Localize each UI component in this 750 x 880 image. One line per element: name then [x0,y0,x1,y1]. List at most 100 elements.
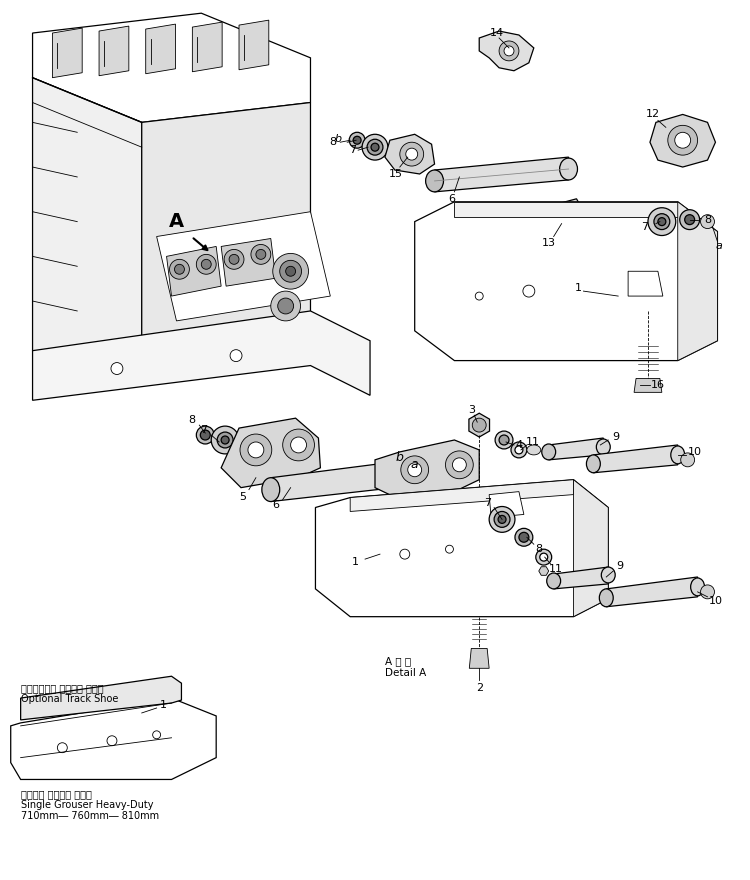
Text: 11: 11 [549,564,562,574]
Circle shape [654,214,670,230]
Text: オプショナル トラック シュー: オプショナル トラック シュー [21,683,104,693]
Polygon shape [32,77,142,391]
Text: 7: 7 [484,497,490,508]
Circle shape [200,430,210,440]
Polygon shape [489,492,524,517]
Ellipse shape [586,455,600,473]
Polygon shape [470,649,489,668]
Polygon shape [544,199,589,246]
Text: 10: 10 [688,447,701,457]
Polygon shape [53,28,82,77]
Circle shape [648,208,676,236]
Circle shape [283,429,314,461]
Circle shape [251,245,271,264]
Circle shape [400,143,424,166]
Circle shape [668,125,698,155]
Polygon shape [634,378,662,392]
Text: b: b [334,135,342,144]
Polygon shape [593,445,678,473]
Circle shape [286,267,296,276]
Circle shape [680,209,700,230]
Text: 7: 7 [349,145,355,155]
Circle shape [499,41,519,61]
Circle shape [675,132,691,148]
Circle shape [495,431,513,449]
Text: a: a [716,241,723,252]
Polygon shape [221,418,320,488]
Polygon shape [628,271,663,296]
Polygon shape [271,462,394,502]
Circle shape [371,143,379,151]
Ellipse shape [602,567,615,583]
Circle shape [196,254,216,275]
Circle shape [362,135,388,160]
Text: 1: 1 [575,283,582,293]
Circle shape [201,260,211,269]
Text: 10: 10 [709,596,722,605]
Text: 12: 12 [646,109,660,120]
Polygon shape [538,567,549,576]
Text: 1: 1 [160,700,167,710]
Text: b: b [396,451,404,465]
Circle shape [658,217,666,225]
Circle shape [540,554,548,561]
Circle shape [278,298,293,314]
Polygon shape [192,22,222,72]
Polygon shape [479,31,534,70]
Circle shape [681,453,694,466]
Circle shape [515,528,532,546]
Circle shape [504,46,514,55]
Circle shape [498,516,506,524]
Circle shape [408,463,422,477]
Ellipse shape [596,439,610,455]
Polygon shape [554,567,608,589]
Text: 13: 13 [542,238,556,248]
Ellipse shape [262,478,280,502]
Circle shape [452,458,466,472]
Text: 16: 16 [651,380,665,391]
Text: a: a [411,458,419,472]
Circle shape [280,260,302,282]
Circle shape [229,254,239,264]
Polygon shape [350,480,574,511]
Polygon shape [146,24,176,74]
Polygon shape [415,202,718,361]
Circle shape [196,426,214,444]
Ellipse shape [560,158,578,180]
Text: 7: 7 [200,425,207,435]
Polygon shape [10,698,216,780]
Text: 710mm― 760mm― 810mm: 710mm― 760mm― 810mm [21,811,159,821]
Polygon shape [221,238,276,286]
Circle shape [550,209,574,233]
Polygon shape [454,202,678,216]
Text: 8: 8 [704,215,711,224]
Ellipse shape [691,578,704,596]
Text: 3: 3 [468,405,475,415]
Polygon shape [650,114,716,167]
Polygon shape [21,676,182,720]
Circle shape [700,215,715,229]
Circle shape [499,435,509,445]
Text: 6: 6 [448,194,455,204]
Text: 8: 8 [330,137,337,147]
Circle shape [230,349,242,362]
Text: A: A [169,212,184,231]
Circle shape [367,139,383,155]
Ellipse shape [599,589,613,606]
Text: 1: 1 [352,557,358,567]
Polygon shape [99,26,129,76]
Text: 5: 5 [239,492,247,502]
Text: 7: 7 [641,222,649,231]
Text: 6: 6 [272,500,279,510]
Circle shape [291,437,307,453]
Circle shape [406,148,418,160]
Circle shape [519,532,529,542]
Text: シングル グローサ 強化形: シングル グローサ 強化形 [21,789,92,799]
Circle shape [472,418,486,432]
Circle shape [221,436,229,444]
Circle shape [170,260,190,279]
Polygon shape [678,202,718,361]
Polygon shape [239,20,268,70]
Text: 11: 11 [526,437,540,447]
Circle shape [400,456,428,484]
